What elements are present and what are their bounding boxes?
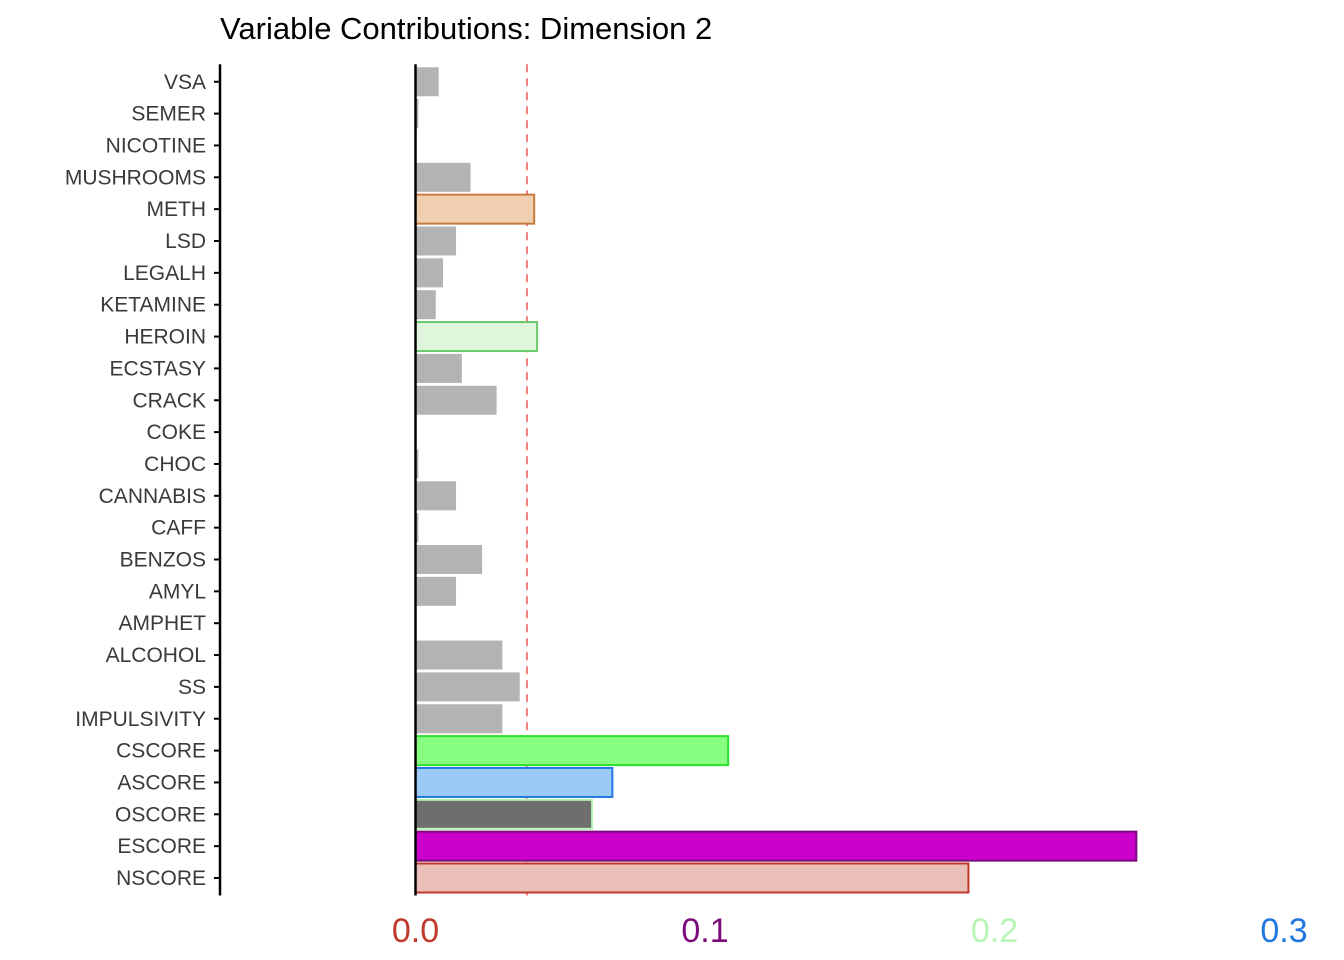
category-label-ecstasy: ECSTASY [110,357,206,380]
category-label-semer: SEMER [131,103,206,126]
category-label-choc: CHOC [144,453,206,476]
x-tick-label-0-1: 0.1 [681,912,728,950]
bar-lsd [415,226,457,256]
category-label-amphet: AMPHET [118,612,206,635]
category-label-cscore: CSCORE [116,740,206,763]
category-label-oscore: OSCORE [115,803,206,826]
category-label-impulsivity: IMPULSIVITY [75,708,206,731]
category-label-ss: SS [178,676,206,699]
bar-crack [415,385,497,415]
bar-ketamine [415,290,436,320]
category-label-nscore: NSCORE [116,867,206,890]
bar-benzos [415,545,483,574]
bar-choc [415,449,419,479]
bar-semer [415,99,419,129]
bar-caff [415,513,419,543]
category-label-escore: ESCORE [117,835,206,858]
category-label-benzos: BENZOS [120,549,206,572]
bar-legalh [415,258,444,288]
bar-escore [414,830,1138,862]
bar-impulsivity [415,704,503,734]
category-label-amyl: AMYL [149,580,206,603]
bar-alcohol [415,640,503,670]
bar-ss [415,672,520,702]
bar-cannabis [415,481,457,511]
bar-vsa [415,67,439,97]
chart-title: Variable Contributions: Dimension 2 [220,11,712,46]
category-label-legalh: LEGALH [123,262,206,285]
category-label-crack: CRACK [132,389,206,412]
bar-ecstasy [415,353,462,383]
category-label-nicotine: NICOTINE [106,134,206,157]
category-label-coke: COKE [146,421,206,444]
bar-nscore [414,862,970,894]
category-label-mushrooms: MUSHROOMS [65,166,206,189]
bar-meth [414,193,536,225]
x-tick-label-0-0: 0.0 [392,912,439,950]
bar-amyl [415,576,457,606]
category-label-caff: CAFF [151,517,206,540]
bar-mushrooms [415,162,471,192]
bar-ascore [414,766,614,798]
category-label-ketamine: KETAMINE [100,294,206,317]
category-label-vsa: VSA [164,71,206,94]
bar-heroin [414,321,539,353]
x-tick-label-0-2: 0.2 [971,912,1018,950]
category-label-heroin: HEROIN [124,326,206,349]
bar-oscore [414,798,594,830]
category-label-ascore: ASCORE [117,771,206,794]
category-label-alcohol: ALCOHOL [106,644,206,667]
bar-cscore [414,735,730,767]
category-label-lsd: LSD [165,230,206,253]
x-tick-label-0-3: 0.3 [1260,912,1307,950]
category-label-meth: METH [147,198,207,221]
category-label-cannabis: CANNABIS [99,485,206,508]
